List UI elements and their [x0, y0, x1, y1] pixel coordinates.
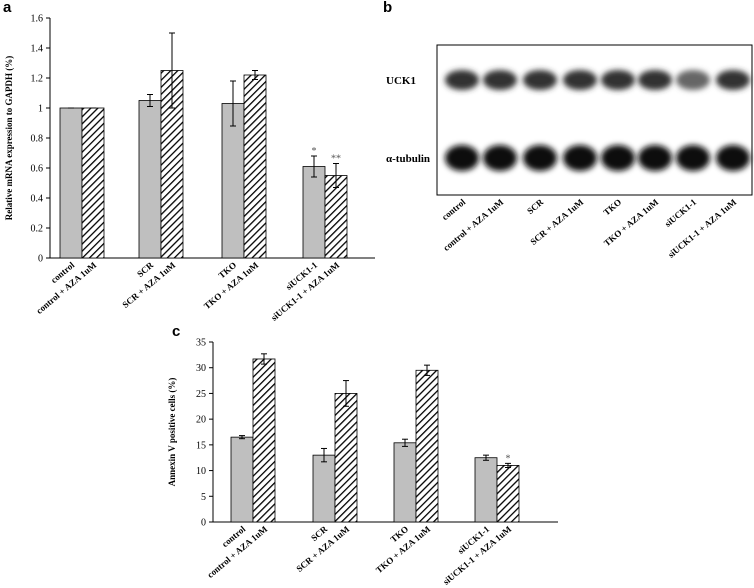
lane-label: TKO [602, 197, 624, 218]
lane-label: siUCK1-1 [663, 197, 699, 229]
bar [221, 103, 245, 259]
band [445, 145, 479, 171]
lane-label: siUCK1-1 + AZA 1uM [666, 197, 739, 260]
band [601, 145, 635, 171]
bar [243, 74, 267, 259]
lane-label: control [440, 197, 468, 223]
band [523, 145, 557, 171]
y-tick-label: 25 [196, 389, 206, 400]
band [563, 145, 597, 171]
band [445, 70, 479, 90]
y-tick-label: 20 [196, 415, 206, 426]
bar [81, 107, 105, 259]
band [563, 70, 597, 90]
band [483, 70, 517, 90]
row-label: UCK1 [386, 75, 416, 87]
band [523, 70, 557, 90]
significance-marker: ** [331, 154, 341, 165]
significance-marker: * [312, 146, 317, 157]
y-axis-title: Relative mRNA expression to GAPDH (%) [4, 56, 14, 221]
row-label: α-tubulin [386, 153, 430, 165]
bar [334, 393, 358, 523]
band [676, 145, 710, 171]
y-tick-label: 1 [38, 104, 43, 115]
bar [59, 107, 83, 259]
significance-marker: * [506, 453, 511, 464]
y-tick-label: 0.6 [31, 164, 44, 175]
lane-label: SCR [525, 197, 546, 217]
panel-label: c [172, 323, 180, 340]
y-tick-label: 1.2 [31, 74, 44, 85]
bar [474, 457, 498, 523]
band [716, 70, 750, 90]
panel-label: b [383, 0, 392, 16]
bar [302, 166, 326, 259]
y-tick-label: 1.4 [31, 44, 44, 55]
band [676, 70, 710, 90]
band [716, 145, 750, 171]
bar [138, 100, 162, 259]
blot-frame [436, 44, 753, 196]
y-tick-label: 15 [196, 440, 206, 451]
y-tick-label: 1.6 [31, 14, 44, 25]
bar [496, 465, 520, 523]
y-tick-label: 35 [196, 338, 206, 349]
y-tick-label: 0.8 [31, 134, 44, 145]
y-axis-title: Annexin V positive cells (%) [167, 378, 177, 487]
bar [393, 442, 417, 523]
band [483, 145, 517, 171]
band [638, 70, 672, 90]
panel-label: a [3, 0, 12, 16]
bar [415, 369, 439, 523]
y-tick-label: 0.4 [31, 194, 44, 205]
y-tick-label: 10 [196, 466, 206, 477]
y-tick-label: 0.2 [31, 224, 44, 235]
y-tick-label: 0 [38, 254, 43, 265]
y-tick-label: 0 [201, 518, 206, 529]
band [638, 145, 672, 171]
band [601, 70, 635, 90]
y-tick-label: 30 [196, 363, 206, 374]
bar [252, 358, 276, 523]
y-tick-label: 5 [201, 492, 206, 503]
bar [230, 436, 254, 523]
bar [312, 454, 336, 523]
